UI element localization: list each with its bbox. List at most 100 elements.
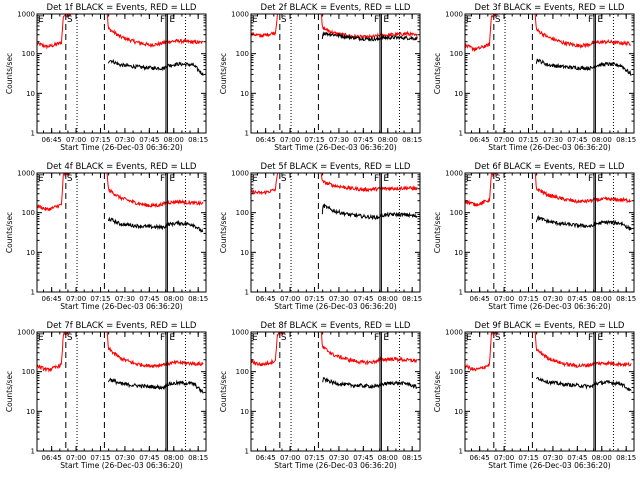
x-tick-label: 07:15 — [518, 295, 538, 303]
plot-frame — [464, 331, 635, 452]
chart-title: Det 3f BLACK = Events, RED = LLD — [475, 3, 625, 13]
x-tick-label: 06:45 — [256, 454, 276, 462]
end-marker-label: E — [383, 333, 389, 343]
plot-area — [37, 14, 204, 76]
end-marker-label: E — [383, 174, 389, 184]
x-tick-label: 08:00 — [164, 295, 184, 303]
y-tick-label: 10 — [454, 249, 463, 257]
start-marker-label: E — [466, 15, 472, 25]
events-series-line — [321, 31, 418, 42]
y-tick-label: 1000 — [231, 11, 249, 19]
x-tick-label: 08:00 — [592, 295, 612, 303]
saa-marker-label: S — [67, 174, 73, 184]
y-tick-label: 1 — [31, 289, 35, 297]
x-axis-label: Start Time (26-Dec-03 06:36:20) — [488, 143, 610, 152]
plot-frame — [250, 172, 421, 293]
x-tick-label: 08:15 — [616, 295, 636, 303]
y-tick-label: 1 — [245, 448, 249, 456]
x-axis-label: Start Time (26-Dec-03 06:36:20) — [60, 302, 182, 311]
end-marker-label: E — [169, 15, 175, 25]
x-tick-label: 07:30 — [329, 136, 349, 144]
y-tick-label: 10 — [26, 90, 35, 98]
y-axis-label: Counts/sec — [219, 53, 228, 94]
saa-marker-label: S — [495, 333, 501, 343]
x-tick-label: 07:30 — [543, 454, 563, 462]
x-tick-label: 06:45 — [256, 295, 276, 303]
x-tick-label: 07:00 — [494, 454, 514, 462]
start-marker-label: E — [252, 333, 258, 343]
x-tick-label: 07:15 — [304, 295, 324, 303]
y-tick-label: 100 — [450, 209, 463, 217]
y-tick-label: 10 — [26, 408, 35, 416]
x-tick-label: 07:30 — [115, 454, 135, 462]
x-tick-label: 07:00 — [494, 136, 514, 144]
events-series-line — [535, 376, 632, 392]
y-tick-label: 10 — [240, 408, 249, 416]
y-tick-label: 100 — [236, 50, 249, 58]
y-tick-label: 10 — [454, 90, 463, 98]
lld-series-line — [465, 173, 632, 207]
y-tick-label: 100 — [22, 50, 35, 58]
y-tick-label: 1 — [459, 448, 463, 456]
x-tick-label: 07:15 — [518, 454, 538, 462]
end-marker-label: E — [597, 15, 603, 25]
x-axis-label: Start Time (26-Dec-03 06:36:20) — [488, 302, 610, 311]
x-tick-label: 07:30 — [115, 295, 135, 303]
lld-series-line — [251, 173, 418, 196]
plot-frame — [464, 13, 635, 134]
chart-title: Det 6f BLACK = Events, RED = LLD — [475, 162, 625, 172]
x-tick-label: 07:30 — [329, 295, 349, 303]
x-tick-label: 07:15 — [90, 295, 110, 303]
x-tick-label: 07:45 — [353, 295, 373, 303]
x-tick-label: 07:30 — [543, 295, 563, 303]
x-tick-label: 06:45 — [256, 136, 276, 144]
y-axis-label: Counts/sec — [433, 371, 442, 412]
plot-frame — [464, 172, 635, 293]
y-tick-label: 1 — [245, 130, 249, 138]
x-tick-label: 06:45 — [42, 136, 62, 144]
x-tick-label: 08:00 — [378, 136, 398, 144]
flare-marker-label: F — [160, 174, 165, 184]
saa-marker-label: S — [281, 15, 287, 25]
y-axis-label: Counts/sec — [5, 53, 14, 94]
y-tick-label: 1 — [459, 130, 463, 138]
x-tick-label: 07:00 — [494, 295, 514, 303]
x-tick-label: 06:45 — [470, 295, 490, 303]
flare-marker-label: F — [374, 174, 379, 184]
y-tick-label: 1 — [31, 448, 35, 456]
x-tick-label: 08:15 — [188, 136, 208, 144]
saa-marker-label: S — [281, 174, 287, 184]
end-marker-label: E — [169, 333, 175, 343]
chart-title: Det 4f BLACK = Events, RED = LLD — [47, 162, 197, 172]
end-marker-label: E — [383, 15, 389, 25]
y-tick-label: 100 — [450, 50, 463, 58]
y-tick-label: 1 — [31, 130, 35, 138]
x-tick-label: 07:45 — [567, 295, 587, 303]
x-tick-label: 07:45 — [567, 454, 587, 462]
plot-area — [465, 173, 632, 232]
x-tick-label: 08:00 — [378, 295, 398, 303]
x-tick-label: 07:30 — [115, 136, 135, 144]
x-tick-label: 08:15 — [188, 295, 208, 303]
y-axis-label: Counts/sec — [5, 371, 14, 412]
events-series-line — [107, 377, 204, 394]
y-tick-label: 1 — [459, 289, 463, 297]
x-tick-label: 07:15 — [304, 454, 324, 462]
y-tick-label: 100 — [236, 368, 249, 376]
y-tick-label: 100 — [236, 209, 249, 217]
x-axis-label: Start Time (26-Dec-03 06:36:20) — [274, 461, 396, 470]
x-axis-label: Start Time (26-Dec-03 06:36:20) — [488, 461, 610, 470]
chart-title: Det 1f BLACK = Events, RED = LLD — [47, 3, 197, 13]
x-axis-label: Start Time (26-Dec-03 06:36:20) — [274, 143, 396, 152]
x-tick-label: 07:00 — [280, 295, 300, 303]
flare-marker-label: F — [588, 15, 593, 25]
x-tick-label: 06:45 — [470, 136, 490, 144]
x-tick-label: 08:00 — [378, 454, 398, 462]
y-tick-label: 1000 — [17, 170, 35, 178]
